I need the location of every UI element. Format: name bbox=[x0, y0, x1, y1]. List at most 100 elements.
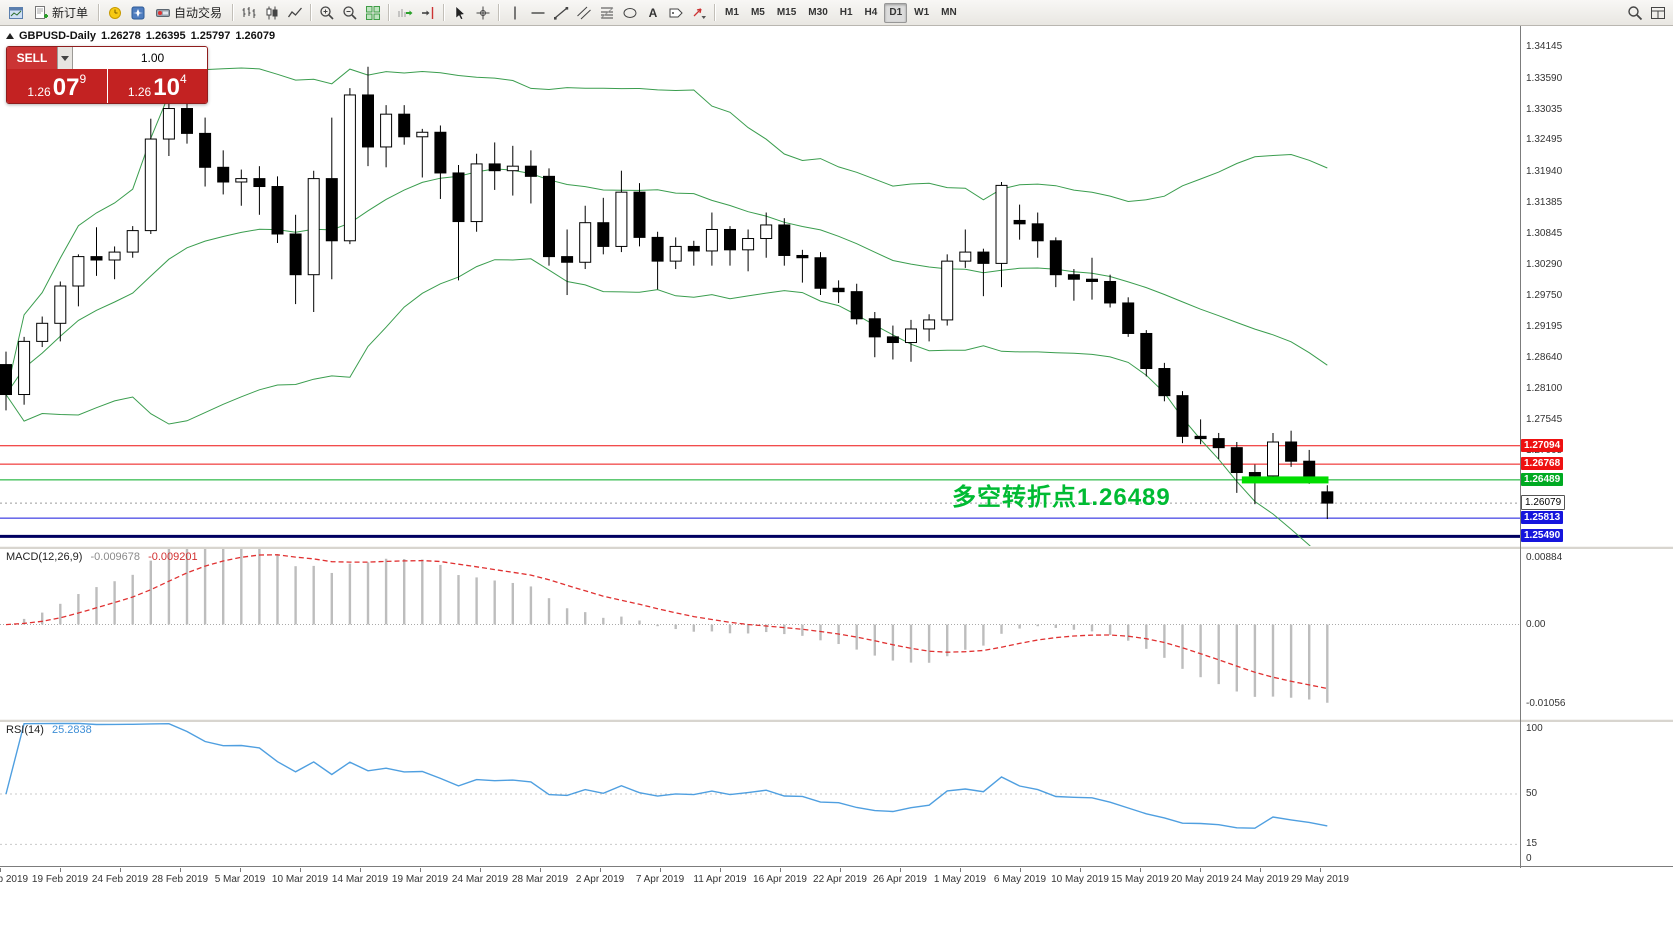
market-watch-icon[interactable] bbox=[103, 2, 126, 23]
price-level-tag: 1.26489 bbox=[1521, 472, 1564, 486]
rsi-name: RSI(14) bbox=[6, 724, 44, 736]
timeframe-m1-button[interactable]: M1 bbox=[725, 6, 739, 18]
market-watch-icon bbox=[107, 5, 123, 21]
candlestick-chart-icon[interactable] bbox=[260, 2, 283, 23]
timeframe-m15-button[interactable]: M15 bbox=[776, 6, 797, 18]
ask-price-display[interactable]: 1.26 10 4 bbox=[127, 72, 187, 101]
toolbar-separator bbox=[98, 4, 100, 21]
auto-scroll-icon[interactable] bbox=[393, 2, 416, 23]
line-chart-icon[interactable] bbox=[283, 2, 306, 23]
new-order-button[interactable]: 新订单 bbox=[27, 2, 94, 23]
macd-panel[interactable] bbox=[0, 549, 1673, 719]
macd-axis-label: 0.00884 bbox=[1526, 551, 1563, 563]
channel-icon[interactable] bbox=[572, 2, 595, 23]
zoom-out-icon[interactable] bbox=[338, 2, 361, 23]
horizontal-line-icon[interactable] bbox=[526, 2, 549, 23]
label-icon[interactable] bbox=[664, 2, 687, 23]
date-axis-label: 26 Apr 2019 bbox=[873, 874, 927, 885]
date-axis-label: 16 Apr 2019 bbox=[753, 874, 807, 885]
tile-windows-icon[interactable] bbox=[361, 2, 384, 23]
toolbar-separator bbox=[714, 4, 716, 21]
price-level-tag: 1.25490 bbox=[1521, 529, 1564, 543]
chart-title: GBPUSD-Daily 1.26278 1.26395 1.25797 1.2… bbox=[6, 30, 275, 42]
rsi-value: 25.2838 bbox=[51, 724, 92, 736]
crosshair-icon[interactable] bbox=[471, 2, 494, 23]
high-value: 1.26395 bbox=[145, 30, 186, 42]
new-order-icon bbox=[33, 5, 49, 21]
navigator-icon[interactable] bbox=[126, 2, 149, 23]
text-icon[interactable]: A bbox=[641, 2, 664, 23]
rsi-indicator-label: RSI(14) 25.2838 bbox=[6, 724, 92, 736]
triangle-down-icon bbox=[61, 55, 69, 61]
rsi-axis-label: 100 bbox=[1526, 723, 1543, 734]
label-icon bbox=[668, 5, 684, 21]
level-highlight-bar[interactable] bbox=[1241, 476, 1329, 484]
sell-button[interactable]: SELL bbox=[16, 51, 48, 65]
timeframe-mn-button[interactable]: MN bbox=[941, 6, 957, 18]
time-axis-tick bbox=[960, 868, 961, 872]
rsi-panel[interactable] bbox=[0, 722, 1673, 866]
price-chart[interactable] bbox=[0, 26, 1673, 546]
tick-direction-icon bbox=[6, 33, 14, 39]
date-axis-label: 24 May 2019 bbox=[1231, 874, 1289, 885]
price-axis-label: 1.30845 bbox=[1526, 227, 1563, 239]
price-axis-label: 1.30290 bbox=[1526, 259, 1563, 271]
price-axis-label: 1.33035 bbox=[1526, 103, 1563, 115]
turning-point-annotation[interactable]: 多空转折点1.26489 bbox=[952, 484, 1171, 511]
cursor-icon[interactable] bbox=[448, 2, 471, 23]
volume-input[interactable] bbox=[73, 47, 207, 69]
date-axis-label: 2 Apr 2019 bbox=[575, 874, 625, 885]
date-axis-label: 28 Feb 2019 bbox=[151, 874, 209, 885]
date-axis-label: 15 May 2019 bbox=[1111, 874, 1169, 885]
window-layout-icon[interactable] bbox=[1646, 2, 1669, 23]
chart-shift-icon[interactable] bbox=[416, 2, 439, 23]
date-axis-label: 7 Apr 2019 bbox=[635, 874, 685, 885]
timeframe-m5-button[interactable]: M5 bbox=[750, 6, 765, 18]
candlestick-chart-icon bbox=[264, 5, 280, 21]
tile-windows-icon bbox=[365, 5, 381, 21]
time-axis-tick bbox=[300, 868, 301, 872]
time-axis-tick bbox=[0, 868, 1, 872]
volume-decrease-button[interactable] bbox=[57, 47, 73, 69]
bollinger-upper-band bbox=[5, 67, 1328, 395]
fibonacci-icon[interactable] bbox=[595, 2, 618, 23]
price-axis-label: 1.31385 bbox=[1526, 197, 1563, 209]
candlestick-series[interactable] bbox=[0, 66, 1334, 520]
timeframe-h1-button[interactable]: H1 bbox=[839, 6, 853, 18]
date-axis-label: 19 Feb 2019 bbox=[31, 874, 89, 885]
search-icon[interactable] bbox=[1623, 2, 1646, 23]
price-level-tag: 1.27094 bbox=[1521, 438, 1564, 452]
line-chart-icon bbox=[287, 5, 303, 21]
timeframe-m30-button[interactable]: M30 bbox=[808, 6, 828, 18]
autotrade-icon bbox=[155, 5, 171, 21]
timeframe-w1-button[interactable]: W1 bbox=[914, 6, 930, 18]
arrow-tools-icon[interactable] bbox=[687, 2, 710, 23]
bar-chart-icon[interactable] bbox=[237, 2, 260, 23]
zoom-in-icon[interactable] bbox=[315, 2, 338, 23]
vertical-line-icon[interactable] bbox=[503, 2, 526, 23]
autotrading-button[interactable]: 自动交易 bbox=[149, 2, 228, 23]
chart-shift-icon bbox=[420, 5, 436, 21]
date-axis-label: 14 Feb 2019 bbox=[0, 874, 29, 885]
bar-chart-icon bbox=[241, 5, 257, 21]
chart-window-icon[interactable] bbox=[4, 2, 27, 23]
bollinger-middle-band bbox=[5, 168, 1328, 395]
macd-axis-label: 0.00 bbox=[1526, 618, 1546, 630]
timeframe-h4-button[interactable]: H4 bbox=[864, 6, 878, 18]
shapes-icon bbox=[622, 5, 638, 21]
macd-axis-label: -0.01056 bbox=[1526, 698, 1566, 710]
shapes-icon[interactable] bbox=[618, 2, 641, 23]
timeframe-d1-button[interactable]: D1 bbox=[884, 2, 908, 23]
price-axis-border bbox=[1520, 26, 1521, 868]
svg-text:A: A bbox=[648, 6, 657, 20]
vertical-line-icon bbox=[507, 5, 523, 21]
bollinger-lower-band bbox=[5, 258, 1311, 546]
rsi-axis-label: 0 bbox=[1526, 853, 1532, 864]
time-axis-tick bbox=[720, 868, 721, 872]
bid-price-display[interactable]: 1.26 07 9 bbox=[7, 69, 108, 103]
fibonacci-icon bbox=[599, 5, 615, 21]
cursor-icon bbox=[452, 5, 468, 21]
trendline-icon[interactable] bbox=[549, 2, 572, 23]
macd-indicator-label: MACD(12,26,9) -0.009678 -0.009201 bbox=[6, 551, 198, 563]
